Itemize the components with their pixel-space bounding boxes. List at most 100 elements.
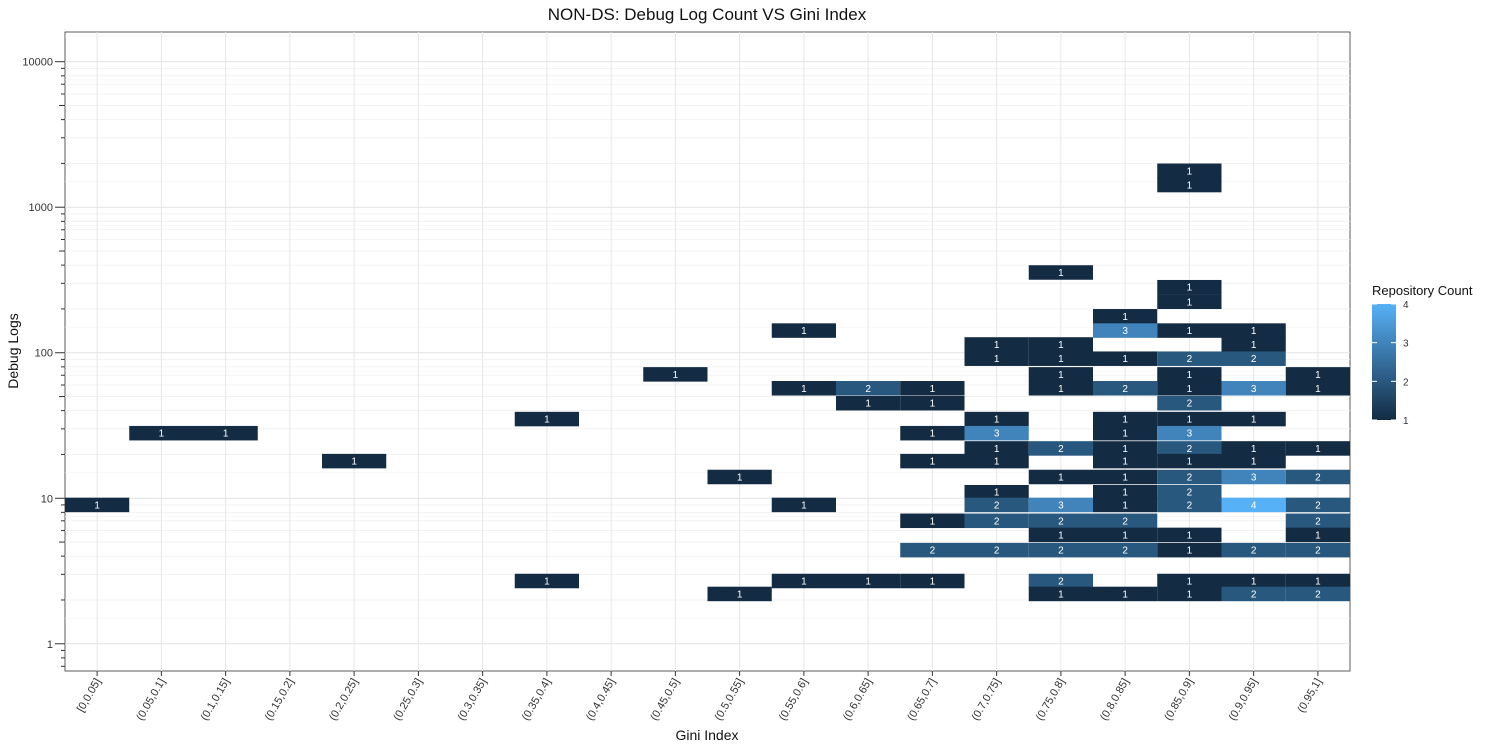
- heatmap-cell: [1093, 351, 1158, 366]
- heatmap-cell: [1285, 573, 1350, 589]
- heatmap-cell: [900, 573, 965, 589]
- legend-tick-label: 1: [1403, 416, 1409, 427]
- heatmap-cell: [193, 425, 258, 441]
- cell-count-label: 1: [1058, 530, 1064, 541]
- cell-count-label: 2: [1315, 516, 1321, 527]
- cell-count-label: 4: [1251, 500, 1257, 511]
- heatmap-cell: [1093, 513, 1158, 529]
- heatmap-cell: [1028, 573, 1093, 589]
- y-tick-label: 10: [41, 493, 53, 505]
- cell-count-label: 2: [1315, 589, 1321, 600]
- x-tick-label: (0.9,0.95]: [1227, 677, 1261, 723]
- cell-count-label: 1: [1187, 384, 1193, 395]
- cell-count-label: 1: [865, 399, 871, 410]
- heatmap-cell: [964, 513, 1029, 529]
- cell-count-label: 1: [1187, 283, 1193, 294]
- heatmap-cell: [1028, 513, 1093, 529]
- heatmap-cell: [964, 441, 1029, 456]
- heatmap-cell: [900, 395, 965, 411]
- x-tick-label: (0.8,0.85]: [1098, 677, 1132, 723]
- cell-count-label: 1: [1187, 166, 1193, 177]
- legend-title: Repository Count: [1372, 283, 1473, 298]
- x-tick-label: (0.15,0.2]: [263, 677, 297, 723]
- heatmap-cell: [1285, 542, 1350, 558]
- cell-count-label: 2: [1251, 354, 1257, 365]
- heatmap-cell: [964, 497, 1029, 513]
- heatmap-cell: [1221, 497, 1286, 513]
- cell-count-label: 2: [1058, 516, 1064, 527]
- heatmap-cell: [1221, 469, 1286, 485]
- heatmap-cell: [1221, 411, 1286, 427]
- cell-count-label: 1: [1058, 268, 1064, 279]
- heatmap-cell: [322, 453, 387, 469]
- heatmap-cell: [1157, 177, 1222, 193]
- cell-count-label: 1: [1058, 370, 1064, 381]
- heatmap-cell: [707, 586, 772, 602]
- cell-count-label: 2: [1122, 384, 1128, 395]
- cell-count-label: 1: [930, 399, 936, 410]
- heatmap-cell: [836, 381, 901, 396]
- x-tick-label: (0.85,0.9]: [1162, 677, 1196, 723]
- heatmap-cell: [1028, 441, 1093, 456]
- heatmap-cell: [1157, 279, 1222, 295]
- cell-count-label: 1: [930, 384, 936, 395]
- x-tick-label: (0.45,0.5]: [648, 677, 682, 723]
- heatmap-cell: [65, 497, 130, 513]
- cell-count-label: 1: [994, 488, 1000, 499]
- heatmap-cell: [1221, 542, 1286, 558]
- x-tick-label: (0.3,0.35]: [456, 677, 490, 723]
- heatmap-cell: [1157, 484, 1222, 500]
- heatmap-cell: [1157, 542, 1222, 558]
- heatmap-cell: [771, 497, 836, 513]
- heatmap-cell: [771, 323, 836, 338]
- heatmap-cell: [1221, 381, 1286, 396]
- cell-count-label: 1: [1122, 312, 1128, 323]
- cell-count-label: 1: [1122, 488, 1128, 499]
- x-tick-label: (0.55,0.6]: [777, 677, 811, 723]
- heatmap-cell: [1028, 351, 1093, 366]
- cell-count-label: 1: [1122, 429, 1128, 440]
- cell-count-label: 1: [1058, 589, 1064, 600]
- cell-count-label: 2: [1058, 546, 1064, 557]
- x-axis-title: Gini Index: [675, 727, 738, 743]
- cell-count-label: 2: [1187, 444, 1193, 455]
- heatmap-cell: [1221, 441, 1286, 456]
- cell-count-label: 1: [1187, 370, 1193, 381]
- heatmap-cell: [1028, 497, 1093, 513]
- heatmap-cell: [1028, 586, 1093, 602]
- heatmap-cell: [1028, 265, 1093, 280]
- heatmap-cell: [129, 425, 194, 441]
- heatmap-cell: [1157, 469, 1222, 485]
- y-tick-label: 1: [47, 639, 53, 651]
- cell-count-label: 1: [1187, 457, 1193, 468]
- cell-count-label: 1: [801, 500, 807, 511]
- cell-count-label: 1: [1058, 340, 1064, 351]
- cell-count-label: 1: [930, 516, 936, 527]
- heatmap-cell: [1157, 497, 1222, 513]
- cell-count-label: 1: [1315, 444, 1321, 455]
- cell-count-label: 2: [1122, 546, 1128, 557]
- cell-count-label: 1: [801, 384, 807, 395]
- x-tick-label: (0.05,0.1]: [134, 677, 168, 723]
- heatmap-cell: [1221, 573, 1286, 589]
- x-tick-label: (0.6,0.65]: [841, 677, 875, 723]
- cell-count-label: 1: [1251, 444, 1257, 455]
- cell-count-label: 1: [737, 472, 743, 483]
- heatmap-cell: [771, 381, 836, 396]
- cell-count-label: 2: [1058, 444, 1064, 455]
- chart-title: NON-DS: Debug Log Count VS Gini Index: [548, 5, 867, 24]
- x-tick-label: (0.1,0.15]: [199, 677, 233, 723]
- cell-count-label: 1: [930, 429, 936, 440]
- heatmap-cell: [1028, 469, 1093, 485]
- heatmap-cell: [1157, 163, 1222, 179]
- cell-count-label: 1: [159, 429, 165, 440]
- cell-labels: 11 11111111111211111112111131112221111121…: [94, 166, 1321, 600]
- cell-count-label: 1: [1251, 577, 1257, 588]
- heatmap-cell: [1285, 441, 1350, 456]
- legend-colorbar: [1372, 304, 1396, 420]
- heatmap-cell: [1157, 441, 1222, 456]
- cell-count-label: 2: [1315, 472, 1321, 483]
- heatmap-cell: [964, 542, 1029, 558]
- heatmap-cell: [1093, 381, 1158, 396]
- heatmap-cell: [514, 411, 579, 427]
